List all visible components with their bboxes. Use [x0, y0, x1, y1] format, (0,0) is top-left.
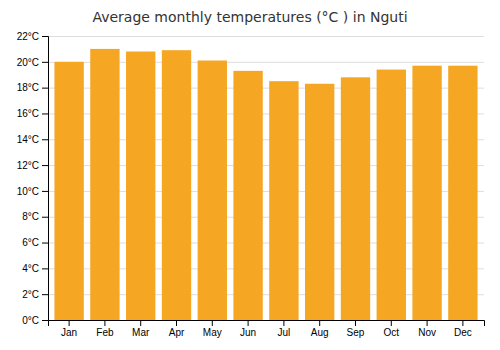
bar — [126, 51, 155, 320]
x-tick-label: Apr — [169, 327, 185, 338]
y-tick: 8°C — [22, 211, 48, 222]
y-tick-mark — [42, 243, 48, 244]
y-tick-mark — [42, 217, 48, 218]
x-tick-mark — [140, 320, 141, 326]
y-tick: 18°C — [17, 82, 48, 93]
x-tick-label: May — [203, 327, 222, 338]
x-tick: Dec — [454, 320, 472, 338]
y-tick-mark — [42, 191, 48, 192]
bar — [305, 84, 334, 320]
y-tick: 20°C — [17, 57, 48, 68]
y-tick-label: 6°C — [22, 237, 39, 248]
y-tick: 2°C — [22, 289, 48, 300]
y-tick-label: 0°C — [22, 315, 39, 326]
x-tick: Oct — [384, 320, 400, 338]
y-tick-mark — [42, 88, 48, 89]
x-tick-label: Dec — [454, 327, 472, 338]
y-tick-mark — [42, 294, 48, 295]
title: Average monthly temperatures (°C ) in Ng… — [92, 9, 407, 25]
bar — [412, 66, 441, 320]
x-axis-line — [49, 321, 485, 327]
grid — [48, 37, 484, 321]
y-tick: 4°C — [22, 263, 48, 274]
x-tick: Feb — [96, 320, 114, 338]
x-tick-mark — [69, 320, 70, 326]
x-tick-label: Oct — [384, 327, 400, 338]
bar — [198, 61, 227, 320]
x-tick-mark — [462, 320, 463, 326]
x-tick-mark — [176, 320, 177, 326]
y-tick-label: 4°C — [22, 263, 39, 274]
y-tick-mark — [42, 36, 48, 37]
x-tick: Nov — [418, 320, 436, 338]
bar — [90, 49, 119, 320]
y-tick-mark — [42, 113, 48, 114]
y-tick-label: 10°C — [17, 186, 39, 197]
y-tick: 22°C — [17, 31, 48, 42]
y-tick: 16°C — [17, 108, 48, 119]
y-tick: 10°C — [17, 186, 48, 197]
y-tick-label: 2°C — [22, 289, 39, 300]
bar — [54, 62, 83, 320]
bar — [233, 71, 262, 320]
x-tick-mark — [355, 320, 356, 326]
y-tick-label: 12°C — [17, 160, 39, 171]
x-tick: Apr — [169, 320, 185, 338]
x-tick-label: Jun — [240, 327, 256, 338]
x-tick-mark — [427, 320, 428, 326]
x-tick-mark — [391, 320, 392, 326]
x-tick: May — [203, 320, 222, 338]
bar — [162, 50, 191, 320]
x-tick: Jan — [61, 320, 77, 338]
y-tick: 14°C — [17, 134, 48, 145]
bar — [269, 81, 298, 320]
x-tick-mark — [319, 320, 320, 326]
x-tick-label: Jul — [277, 327, 290, 338]
y-tick-label: 22°C — [17, 31, 39, 42]
y-tick-label: 14°C — [17, 134, 39, 145]
y-tick-label: 20°C — [17, 57, 39, 68]
plot: 0°C 2°C 4°C 6°C 8°C 10°C 12°C 14°C 16°C 18°C 20°C 2… — [17, 31, 485, 338]
y-tick-mark — [42, 268, 48, 269]
x-tick-mark — [248, 320, 249, 326]
x-tick: Sep — [347, 320, 365, 338]
x-tick: Jun — [240, 320, 256, 338]
x-tick: Mar — [132, 320, 150, 338]
x-tick-label: Jan — [61, 327, 77, 338]
y-tick-label: 8°C — [22, 211, 39, 222]
y-tick-label: 16°C — [17, 108, 39, 119]
y-tick-mark — [42, 139, 48, 140]
x-axis: Jan Feb Mar Apr May Jun Jul Aug Sep Oct Nov Dec — [49, 320, 485, 338]
x-tick-mark — [104, 320, 105, 326]
x-tick-label: Nov — [418, 327, 436, 338]
x-tick-mark — [212, 320, 213, 326]
bar — [341, 77, 370, 320]
x-tick-mark — [283, 320, 284, 326]
bar — [377, 70, 406, 320]
grid-tick — [48, 36, 484, 37]
x-tick-label: Sep — [347, 327, 365, 338]
bar — [448, 66, 477, 320]
grid-line — [48, 36, 484, 37]
x-tick: Aug — [311, 320, 329, 338]
y-tick-label: 18°C — [17, 82, 39, 93]
x-tick-label: Feb — [96, 327, 114, 338]
y-axis-line — [42, 37, 49, 321]
x-tick-label: Aug — [311, 327, 329, 338]
y-tick-mark — [42, 165, 48, 166]
y-tick-mark — [42, 320, 48, 321]
bars — [54, 49, 477, 320]
y-tick: 6°C — [22, 237, 48, 248]
y-tick: 12°C — [17, 160, 48, 171]
x-tick: Jul — [277, 320, 290, 338]
y-tick: 0°C — [22, 315, 48, 326]
y-axis: 0°C 2°C 4°C 6°C 8°C 10°C 12°C 14°C 16°C 18°C 20°C 2… — [17, 31, 49, 326]
x-tick-label: Mar — [132, 327, 150, 338]
chart: Average monthly temperatures (°C ) in Ng… — [0, 0, 500, 350]
y-tick-mark — [42, 62, 48, 63]
